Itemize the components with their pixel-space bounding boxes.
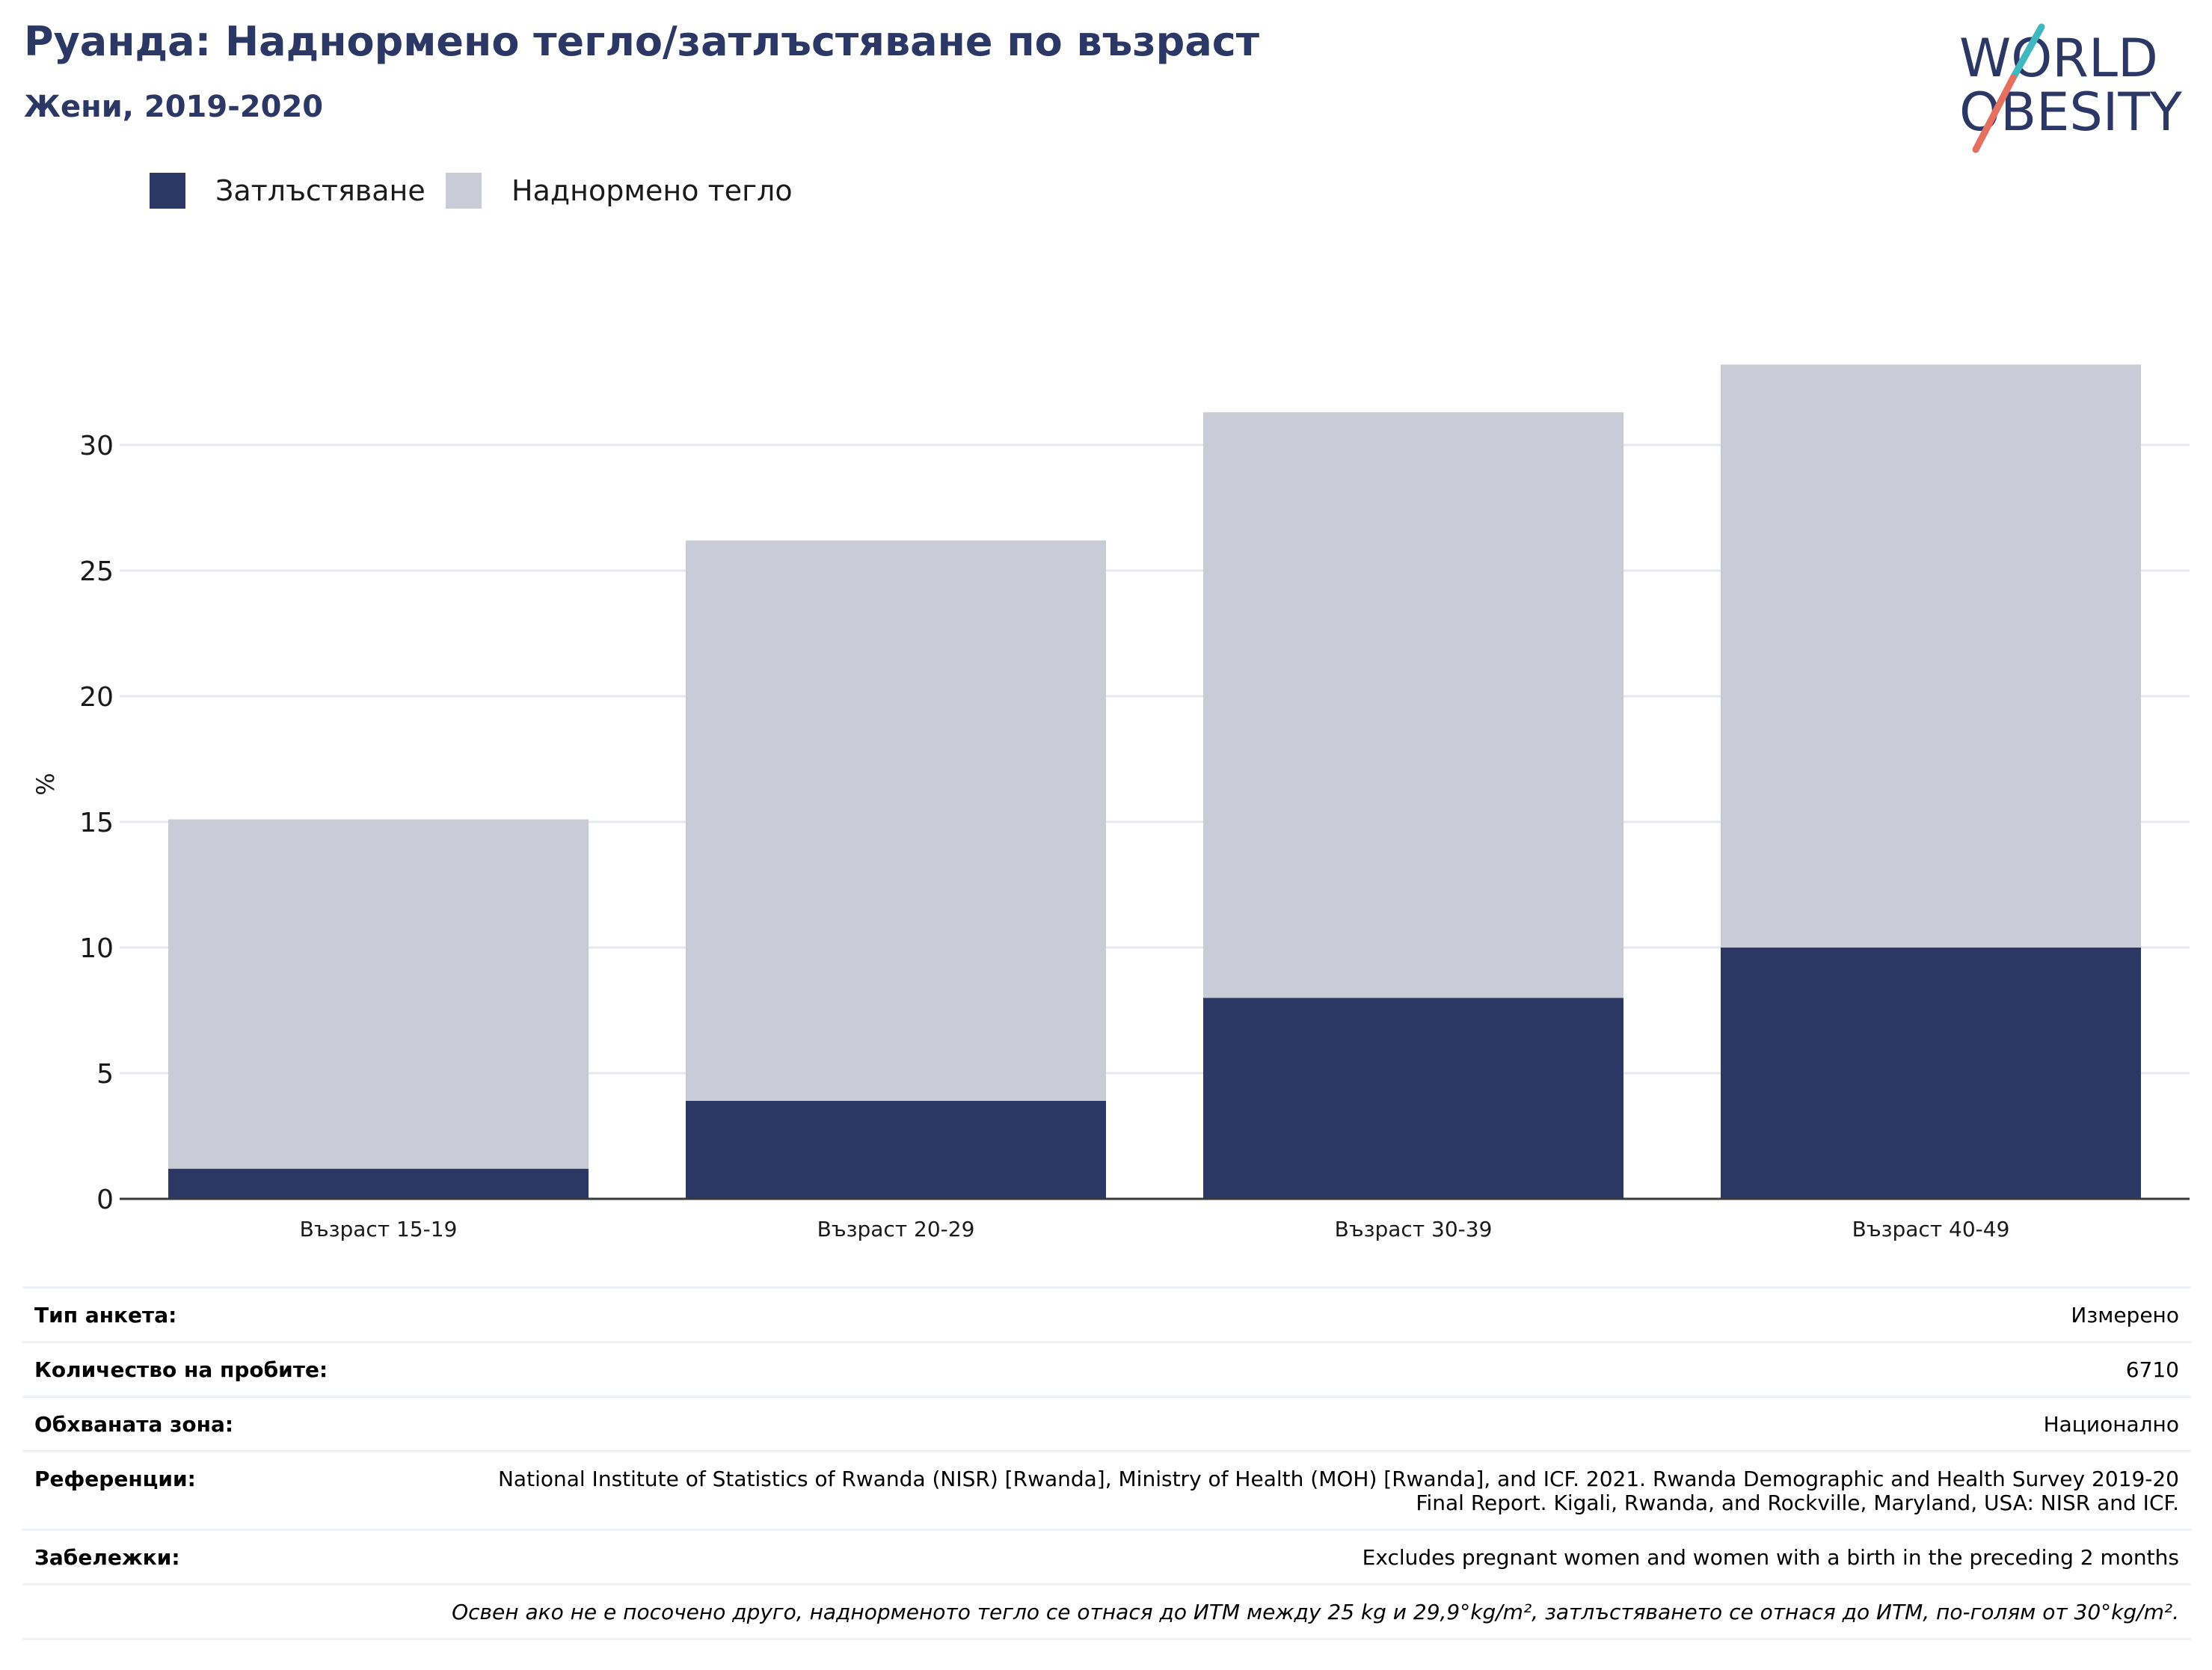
- info-row-sample-size: Количество на пробите: 6710: [22, 1343, 2191, 1398]
- info-row-area: Обхваната зона: Национално: [22, 1398, 2191, 1452]
- area-value: Национално: [2043, 1412, 2179, 1437]
- y-axis-label: %: [31, 773, 60, 795]
- x-tick-label-4: Възраст 40-49: [1852, 1217, 2010, 1241]
- legend-item-obesity: Затлъстяване: [150, 171, 425, 211]
- y-tick-label-15: 15: [79, 808, 114, 838]
- x-tick-label-2: Възраст 20-29: [817, 1217, 975, 1241]
- legend-label-overweight: Наднормено тегло: [511, 174, 793, 207]
- info-row-definition: Освен ако не е посочено друго, наднормен…: [22, 1585, 2191, 1640]
- bar-obesity-3: [1203, 998, 1623, 1199]
- info-row-notes: Забележки: Excludes pregnant women and w…: [22, 1531, 2191, 1585]
- x-tick-label-3: Възраст 30-39: [1335, 1217, 1493, 1241]
- legend-swatch-overweight: [446, 173, 482, 209]
- legend-label-obesity: Затлъстяване: [215, 174, 425, 207]
- info-row-references: Референции: National Institute of Statis…: [22, 1452, 2191, 1531]
- area-label: Обхваната зона:: [34, 1412, 234, 1437]
- notes-label: Забележки:: [34, 1545, 180, 1570]
- survey-type-label: Тип анкета:: [34, 1303, 177, 1327]
- bar-obesity-1: [168, 1168, 589, 1199]
- notes-value: Excludes pregnant women and women with a…: [1362, 1545, 2179, 1570]
- bar-obesity-4: [1721, 948, 2141, 1199]
- bar-overweight-4: [1721, 364, 2141, 948]
- chart-title: Руанда: Наднормено тегло/затлъстяване по…: [24, 18, 1260, 65]
- chart-subtitle: Жени, 2019-2020: [24, 90, 324, 124]
- svg-text:WORLD: WORLD: [1959, 28, 2158, 89]
- world-obesity-logo: WORLD OBESITY: [1959, 23, 2182, 153]
- legend-item-overweight: Наднормено тегло: [446, 171, 793, 211]
- y-tick-label-10: 10: [79, 933, 114, 964]
- references-label: Референции:: [34, 1467, 196, 1491]
- bar-overweight-2: [686, 540, 1106, 1101]
- bar-overweight-3: [1203, 412, 1623, 998]
- y-tick-label-25: 25: [79, 556, 114, 587]
- definition-note: Освен ако не е посочено друго, наднормен…: [452, 1600, 2179, 1624]
- sample-size-value: 6710: [2125, 1357, 2179, 1382]
- info-row-survey-type: Тип анкета: Измерено: [22, 1289, 2191, 1343]
- y-tick-label-30: 30: [79, 431, 114, 461]
- bar-obesity-2: [686, 1100, 1106, 1199]
- references-value: National Institute of Statistics of Rwan…: [497, 1467, 2179, 1515]
- survey-info-table: Тип анкета: Измерено Количество на проби…: [22, 1286, 2191, 1640]
- y-tick-label-20: 20: [79, 682, 114, 713]
- y-tick-label-0: 0: [96, 1185, 114, 1215]
- legend-swatch-obesity: [150, 173, 185, 209]
- x-tick-label-1: Възраст 15-19: [300, 1217, 458, 1241]
- bar-overweight-1: [168, 819, 589, 1169]
- stacked-bar-chart: 0 5 10 15 20 25 30% Възраст 15-19 Възраст 20-29 В…: [31, 364, 2190, 1241]
- sample-size-label: Количество на пробите:: [34, 1357, 328, 1382]
- survey-type-value: Измерено: [2071, 1303, 2179, 1327]
- y-tick-label-5: 5: [96, 1059, 114, 1090]
